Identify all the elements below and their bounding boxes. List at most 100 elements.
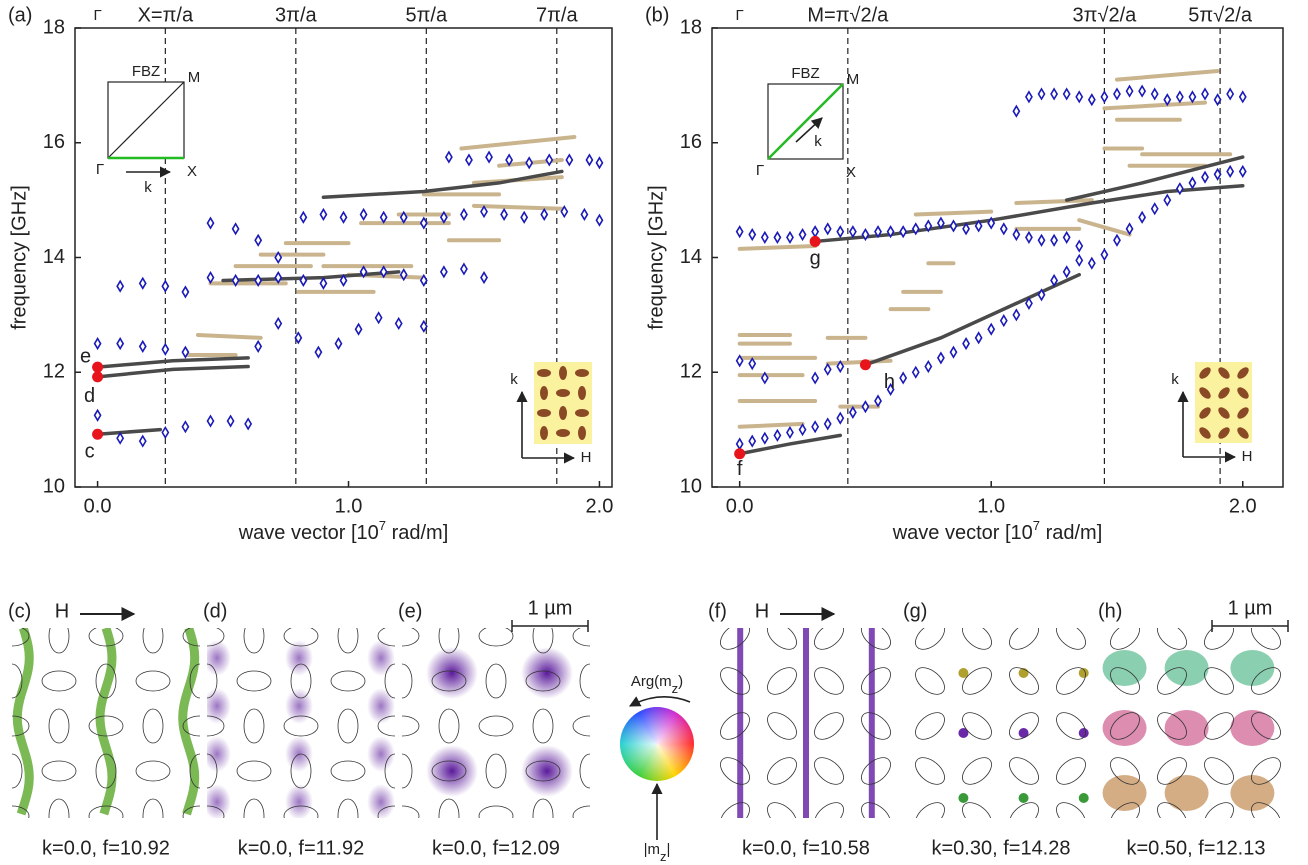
panel-label: (g) (903, 600, 927, 622)
symmetry-label: M=π√2/a (807, 4, 889, 26)
element-outline (438, 798, 460, 818)
diamond-marker (936, 351, 945, 365)
mode-profile (1102, 628, 1308, 818)
diamond-marker (1188, 176, 1197, 190)
element-outline (1009, 757, 1039, 785)
element-outline (1294, 662, 1308, 699)
arg-label: Arg(mz) (631, 673, 683, 696)
element-outline (142, 628, 164, 654)
x-tick-label: 2.0 (586, 495, 614, 517)
mode-caption: k=0.0, f=11.92 (238, 837, 364, 859)
x-axis-label-part: wave vector [10 (892, 522, 1033, 544)
panel-label: (b) (645, 4, 669, 26)
diamond-marker (505, 153, 514, 167)
element-outline (384, 663, 395, 699)
element-outline (12, 663, 23, 699)
diamond-marker (374, 311, 383, 325)
mode-caption: k=0.0, f=10.92 (42, 837, 170, 859)
element-outline (142, 708, 164, 744)
element-outline (207, 805, 225, 818)
diamond-marker (399, 268, 408, 282)
diamond-marker (936, 216, 945, 230)
lattice-element (1237, 387, 1249, 399)
field-label: H (755, 600, 769, 622)
element-outline (377, 715, 395, 737)
element-outline (767, 712, 797, 740)
y-tick-label: 12 (43, 361, 65, 383)
mode-caption: k=0.0, f=10.58 (742, 837, 870, 859)
field-blob (521, 745, 573, 797)
bz-m: M (847, 71, 860, 88)
diamond-marker (439, 210, 448, 224)
lattice-element (1199, 387, 1211, 399)
diamond-marker (1125, 222, 1134, 236)
diamond-marker (823, 417, 832, 431)
element-outline (402, 753, 413, 789)
element-outline (377, 805, 395, 818)
element-outline (41, 760, 77, 782)
y-tick-label: 14 (680, 246, 702, 268)
element-outline (478, 628, 514, 647)
k-label: k (144, 179, 152, 196)
element-outline (290, 663, 312, 699)
diamond-marker (254, 233, 263, 247)
y-tick-label: 18 (680, 16, 702, 38)
diamond-marker (93, 337, 102, 351)
scale-bar-label: 1 µm (1228, 597, 1273, 619)
diamond-marker (924, 359, 933, 374)
element-outline (720, 757, 750, 785)
scale-bar-label: 1 µm (528, 597, 573, 619)
element-outline (182, 715, 200, 737)
diamond-marker (161, 342, 170, 356)
diamond-marker (1226, 164, 1235, 178)
diamond-marker (1150, 87, 1159, 101)
diamond-marker (254, 273, 263, 288)
diamond-marker (987, 216, 996, 230)
element-outline (95, 753, 117, 789)
element-outline (962, 802, 992, 818)
element-outline (915, 712, 945, 740)
diamond-marker (359, 265, 368, 279)
field-blob (1102, 710, 1147, 746)
diamond-marker (1087, 256, 1096, 270)
symmetry-label: 5π√2/a (1188, 4, 1253, 26)
diamond-marker (962, 222, 970, 236)
element-outline (95, 663, 117, 699)
k-label: k (814, 133, 822, 150)
diamond-marker (565, 153, 574, 167)
mode-point (92, 361, 104, 373)
element-outline (88, 715, 124, 737)
diamond-marker (1075, 253, 1084, 267)
element-outline (1056, 712, 1086, 740)
diamond-marker (1012, 104, 1021, 118)
symmetry-label: 5π/a (406, 4, 448, 26)
field-blob (285, 688, 313, 724)
diamond-marker (319, 276, 328, 290)
diamond-marker (861, 400, 870, 414)
diamond-marker (1113, 233, 1121, 247)
bz-m: M (188, 69, 201, 86)
diamond-marker (974, 219, 983, 233)
element-outline (135, 760, 171, 782)
diamond-marker (206, 414, 215, 428)
element-outline (48, 708, 70, 744)
diamond-marker (1062, 265, 1071, 279)
diamond-marker (274, 250, 283, 265)
field-blob (1102, 650, 1147, 686)
diamond-marker (962, 337, 970, 351)
element-outline (243, 798, 265, 818)
field-label: H (55, 600, 69, 622)
element-outline (485, 663, 507, 699)
arrow (795, 117, 823, 143)
element-outline (48, 628, 70, 654)
element-outline (12, 715, 30, 737)
diamond-marker (773, 230, 782, 244)
diamond-marker (1138, 210, 1147, 224)
element-outline (572, 805, 590, 818)
diamond-marker (1012, 227, 1021, 242)
element-outline (402, 663, 413, 699)
diamond-marker (419, 273, 428, 288)
diamond-marker (1075, 239, 1084, 253)
lattice-element (1237, 407, 1249, 419)
